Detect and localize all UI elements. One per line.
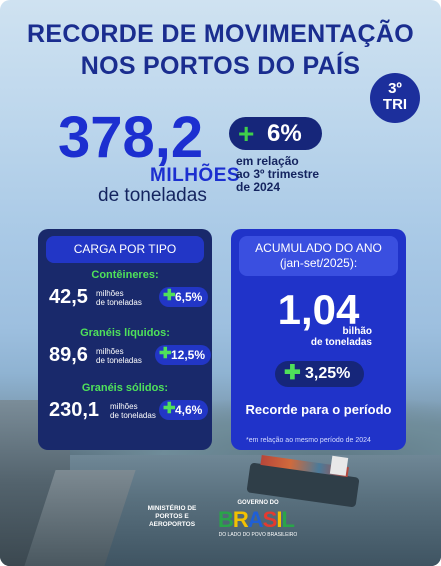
acumulado-panel: ACUMULADO DO ANO (jan-set/2025): — [231, 229, 406, 450]
relation-line-2: ao 3º trimestre — [236, 167, 320, 181]
ministry-logo: MINISTÉRIO DE PORTOS E AEROPORTOS — [147, 505, 197, 528]
cargo-change-pill: ✚ 6,5% — [159, 287, 209, 307]
cargo-row: 42,5 milhões de toneladas ✚ 6,5% — [38, 285, 212, 311]
plus-icon: ✚ — [163, 400, 176, 417]
title-line-2: NOS PORTOS DO PAÍS — [80, 52, 361, 80]
acumulado-change-pill: ✚ 3,25% — [275, 361, 364, 387]
page-title: RECORDE DE MOVIMENTAÇÃO NOS PORTOS DO PA… — [0, 18, 441, 82]
relation-line-1: em relação — [236, 154, 299, 168]
badge-line-2: TRI — [382, 96, 408, 113]
headline-unit-bottom: de toneladas — [98, 185, 207, 206]
acumulado-unit: bilhão de toneladas — [310, 326, 372, 348]
plus-icon: + — [238, 118, 255, 149]
cargo-unit: milhões de toneladas — [96, 289, 142, 307]
headline-change-value: 6% — [267, 120, 302, 147]
acumulado-header-line-1: ACUMULADO DO ANO — [255, 241, 382, 255]
headline-change-pill: + 6% — [229, 117, 322, 150]
title-line-1: RECORDE DE MOVIMENTAÇÃO — [26, 20, 414, 48]
relation-line-3: de 2024 — [236, 180, 281, 194]
cargo-unit: milhões de toneladas — [110, 402, 156, 420]
footnote: *em relação ao mesmo período de 2024 — [246, 437, 371, 444]
gov-sub-text: DO LADO DO POVO BRASILEIRO — [218, 532, 298, 538]
cargo-value: 42,5 — [49, 286, 88, 308]
cargo-row: 89,6 milhões de toneladas ✚ 12,5% — [38, 343, 212, 369]
plus-icon: ✚ — [159, 345, 172, 362]
quarter-badge: 3º TRI — [370, 73, 420, 123]
headline-relation: em relação ao 3º trimestre de 2024 — [236, 155, 319, 194]
cargo-value: 230,1 — [49, 399, 100, 421]
cargo-value: 89,6 — [49, 344, 88, 366]
category-label: Granéis líquidos: — [80, 327, 170, 339]
cargo-change-pill: ✚ 4,6% — [159, 400, 209, 420]
acumulado-value: 1,04 — [277, 286, 360, 333]
plus-icon: ✚ — [284, 362, 301, 384]
category-label: Contêineres: — [91, 269, 159, 281]
acumulado-change-value: 3,25% — [305, 365, 351, 382]
brasil-wordmark: BRASIL — [218, 507, 295, 532]
carga-por-tipo-panel: CARGA POR TIPO Contêineres: 42,5 milhões… — [38, 229, 212, 450]
plus-icon: ✚ — [163, 287, 176, 304]
record-text: Recorde para o período — [245, 402, 392, 417]
government-logo: GOVERNO DO BRASIL DO LADO DO POVO BRASIL… — [216, 500, 300, 542]
acumulado-header-line-2: (jan-set/2025): — [279, 256, 358, 270]
category-label: Granéis sólidos: — [81, 382, 169, 394]
cargo-unit: milhões de toneladas — [96, 347, 142, 365]
acumulado-header: ACUMULADO DO ANO (jan-set/2025): — [239, 236, 398, 276]
cargo-row: 230,1 milhões de toneladas ✚ 4,6% — [38, 398, 212, 424]
headline-value: 378,2 — [58, 105, 204, 170]
carga-header: CARGA POR TIPO — [46, 236, 204, 263]
cargo-change-pill: ✚ 12,5% — [155, 345, 212, 365]
badge-line-1: 3º — [388, 80, 402, 97]
headline-unit-top: MILHÕES — [150, 165, 241, 186]
gov-top-text: GOVERNO DO — [237, 500, 279, 506]
